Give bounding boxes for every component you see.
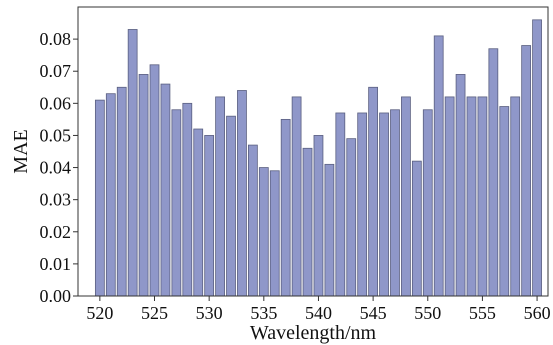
bar-548	[401, 96, 411, 297]
x-tick-label: 540	[305, 303, 332, 323]
bar-556	[488, 48, 499, 297]
bar-552	[444, 96, 455, 297]
plot-frame	[77, 6, 549, 297]
bar-522	[116, 86, 127, 297]
bar-550	[422, 109, 433, 297]
x-tick-label: 530	[196, 303, 223, 323]
bars-group	[94, 19, 542, 297]
bar-526	[160, 83, 171, 297]
y-tick-label: 0.02	[40, 222, 72, 242]
bar-542	[335, 112, 346, 297]
bar-536	[269, 170, 280, 297]
y-tick-label: 0.04	[40, 158, 72, 178]
bar-558	[510, 96, 521, 297]
bar-533	[237, 90, 247, 297]
y-tick-label: 0.08	[40, 29, 72, 49]
x-axis-label: Wavelength/nm	[250, 322, 377, 344]
bar-521	[105, 93, 116, 297]
bar-547	[390, 109, 400, 297]
x-tick-label: 520	[86, 303, 113, 323]
bar-560	[532, 19, 542, 297]
x-tick-label: 535	[250, 303, 277, 323]
x-tick-label: 545	[360, 303, 387, 323]
y-tick-label: 0.07	[40, 61, 72, 81]
bar-539	[302, 147, 313, 297]
y-tick-label: 0.06	[40, 93, 72, 113]
y-tick-label: 0.00	[40, 286, 72, 306]
bar-530	[204, 135, 215, 297]
bar-520	[94, 99, 105, 297]
bar-545	[368, 86, 378, 297]
x-tick-label: 555	[469, 303, 496, 323]
bar-529	[193, 128, 204, 297]
bar-543	[346, 138, 357, 297]
ticks-group: 0.00 0.01 0.02 0.03 0.04 0.05 0.06 0.07 0.08 520 5…	[40, 29, 551, 323]
y-tick-label: 0.03	[40, 190, 72, 210]
y-tick-label: 0.01	[40, 254, 72, 274]
bar-554	[466, 96, 477, 297]
bar-527	[171, 109, 182, 297]
bar-528	[182, 102, 193, 297]
bar-523	[127, 29, 138, 297]
bar-524	[138, 74, 149, 297]
y-tick-label: 0.05	[40, 125, 72, 145]
bar-559	[521, 45, 532, 297]
bar-532	[226, 115, 236, 297]
bar-555	[477, 96, 488, 297]
bar-538	[291, 96, 302, 297]
bar-553	[455, 74, 466, 297]
bar-534	[247, 144, 258, 297]
bar-546	[379, 112, 389, 297]
bar-544	[357, 112, 368, 297]
x-tick-label: 550	[414, 303, 441, 323]
x-tick-label: 560	[524, 303, 551, 323]
bar-531	[215, 96, 225, 297]
y-axis-label: MAE	[10, 129, 32, 173]
bar-549	[411, 160, 422, 297]
bar-557	[499, 106, 510, 297]
bar-540	[313, 135, 324, 297]
x-tick-label: 525	[141, 303, 168, 323]
bar-551	[433, 35, 444, 297]
bar-525	[149, 64, 160, 297]
bar-541	[324, 163, 335, 297]
bar-535	[258, 167, 269, 297]
bar-537	[280, 118, 291, 297]
